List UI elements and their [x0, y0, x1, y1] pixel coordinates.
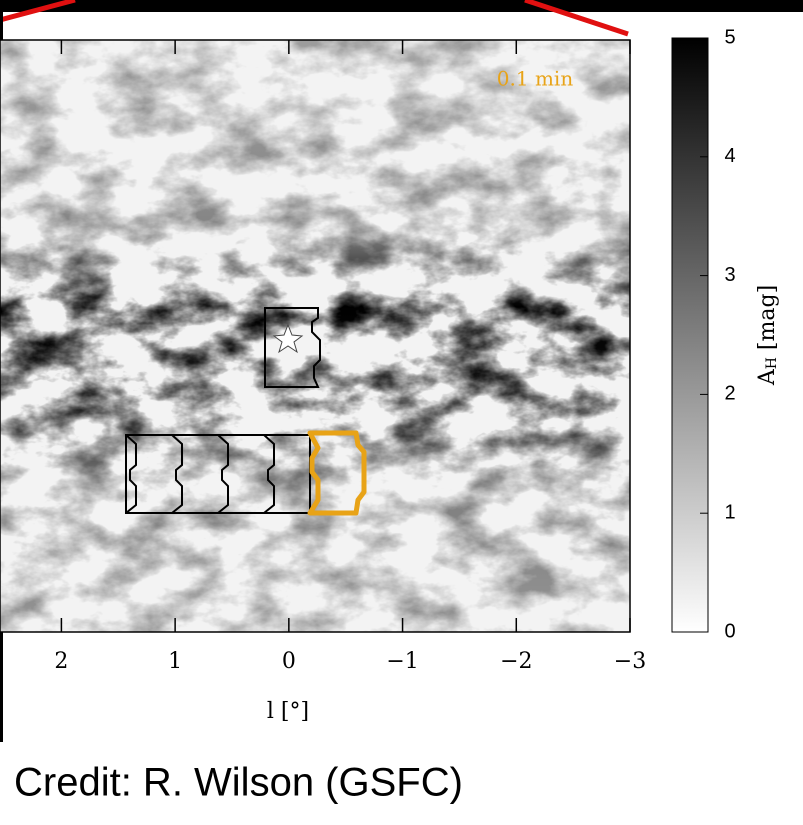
red-line	[524, 0, 629, 37]
star	[272, 323, 304, 354]
x-tick-label: −3	[614, 649, 646, 674]
x-tick-label: 1	[168, 649, 182, 674]
colorbar-tick-label: 0	[724, 620, 735, 642]
x-axis-label: l [°]	[267, 699, 309, 724]
annotation: 0.1 min	[497, 67, 574, 91]
map-frame	[0, 39, 631, 633]
footprint-highlight	[307, 430, 367, 516]
colorbar	[671, 37, 709, 633]
top-bar	[0, 0, 803, 12]
colorbar-label-rest: [mag]	[755, 285, 780, 357]
colorbar-tick-label: 1	[724, 501, 735, 523]
map: 0.1 min	[0, 39, 631, 633]
colorbar-tick-label: 2	[724, 383, 735, 405]
colorbar-tick-label: 4	[724, 145, 735, 167]
credit: Credit: R. Wilson (GSFC)	[14, 761, 463, 805]
x-tick-label: −1	[386, 649, 418, 674]
footprint	[264, 307, 321, 388]
x-tick-label: 2	[54, 649, 68, 674]
colorbar-label: AH [mag]	[755, 285, 780, 386]
colorbar-label-sub: H	[764, 357, 780, 369]
colorbar-label-main: A	[755, 368, 780, 386]
x-tick-label: 0	[282, 649, 296, 674]
colorbar-tick-label: 3	[724, 264, 735, 286]
red-line	[0, 0, 76, 23]
colorbar-tick-label: 5	[724, 26, 735, 48]
x-tick-label: −2	[500, 649, 532, 674]
